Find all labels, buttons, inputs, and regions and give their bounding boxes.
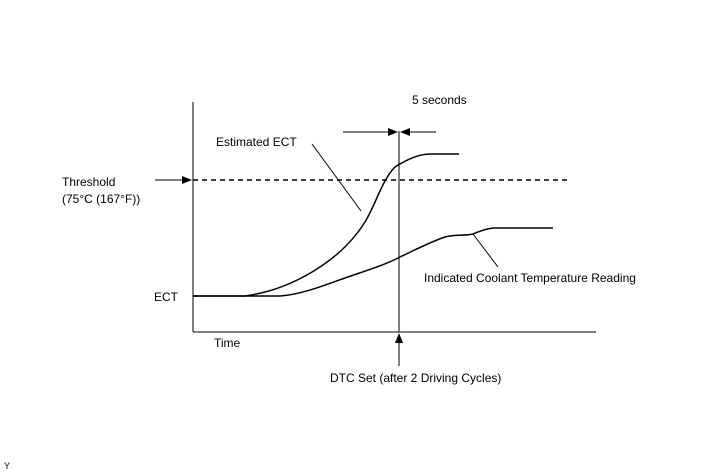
- indicated-reading-label: Indicated Coolant Temperature Reading: [424, 271, 636, 285]
- estimated-ect-leader: [311, 143, 362, 212]
- duration-label: 5 seconds: [412, 93, 467, 107]
- corner-mark: Y: [4, 461, 10, 471]
- threshold-value-label: (75°C (167°F)): [62, 192, 140, 206]
- estimated-ect-curve: [193, 153, 459, 297]
- indicated-reading-curve: [193, 227, 553, 297]
- indicated-reading-leader: [472, 233, 499, 268]
- ect-axis-label: ECT: [154, 290, 179, 304]
- time-axis-label: Time: [214, 336, 241, 350]
- threshold-label: Threshold: [62, 175, 115, 189]
- estimated-ect-label: Estimated ECT: [216, 135, 297, 149]
- dtc-set-label: DTC Set (after 2 Driving Cycles): [330, 371, 501, 385]
